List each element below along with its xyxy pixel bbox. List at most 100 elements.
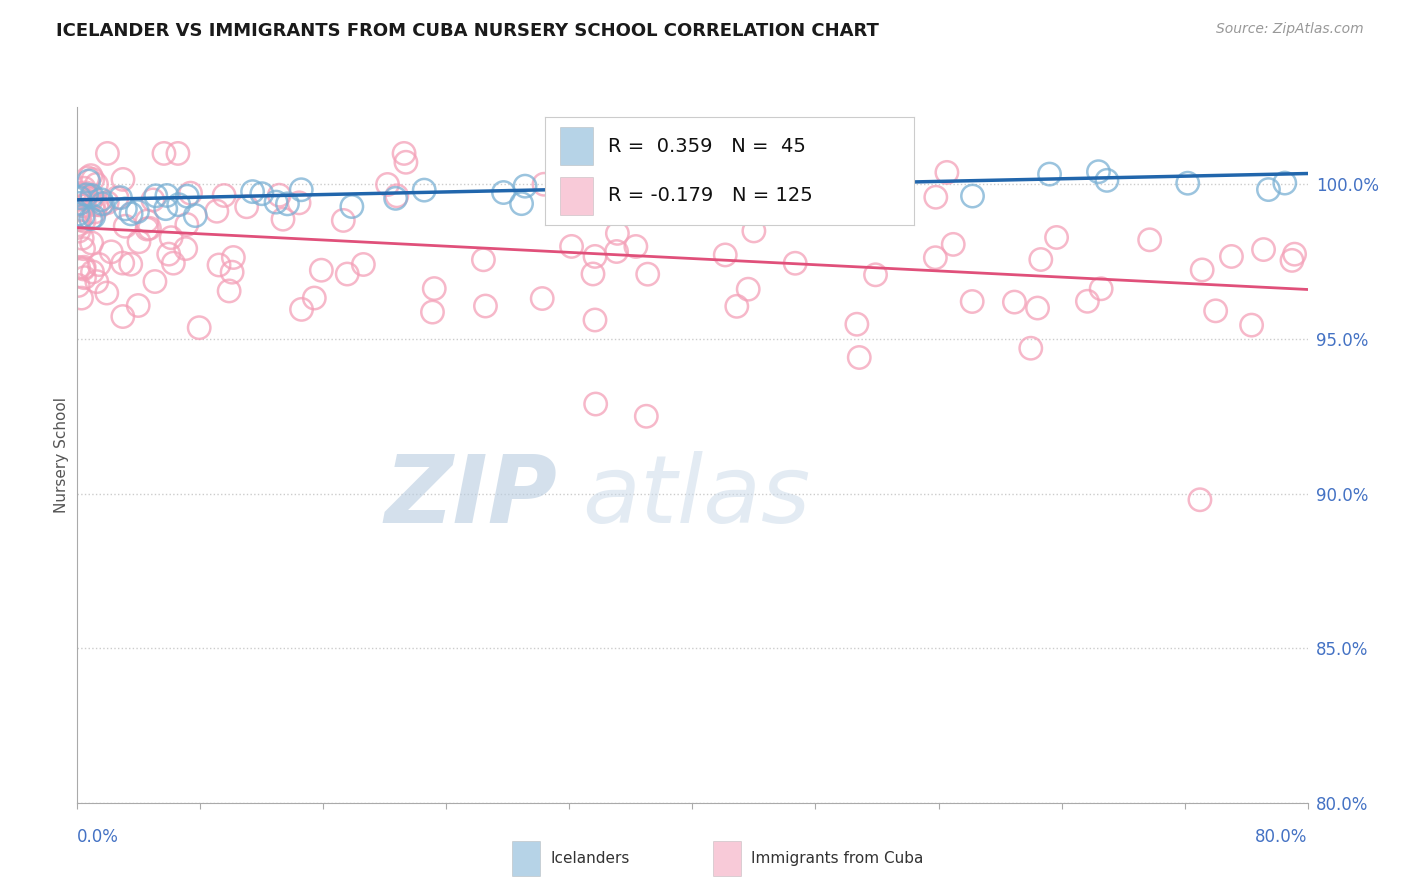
Point <box>1002 295 1025 310</box>
Point <box>157 247 180 261</box>
Point <box>1090 282 1112 296</box>
Point <box>725 299 748 313</box>
Point <box>188 320 211 334</box>
Point <box>160 230 183 244</box>
Point <box>73 260 96 275</box>
Point <box>395 155 418 169</box>
Point <box>153 146 176 161</box>
Bar <box>560 128 593 165</box>
Point <box>127 204 149 219</box>
Point <box>1253 243 1275 257</box>
Point <box>87 258 110 272</box>
Point <box>111 172 134 186</box>
Point <box>561 239 583 253</box>
Point <box>79 211 101 226</box>
Point <box>96 285 118 300</box>
Point <box>162 256 184 270</box>
Point <box>70 231 93 245</box>
Point <box>96 195 118 210</box>
Point <box>637 195 659 210</box>
Point <box>1038 167 1060 181</box>
Point <box>70 291 93 305</box>
Point <box>853 180 876 194</box>
Point <box>1045 230 1067 244</box>
Text: 80.0%: 80.0% <box>1256 828 1308 846</box>
Point <box>111 310 134 324</box>
Point <box>80 188 103 202</box>
Point <box>1177 176 1199 190</box>
Point <box>423 282 446 296</box>
Point <box>1095 173 1118 187</box>
Point <box>83 205 105 219</box>
Point <box>155 202 177 216</box>
Point <box>288 195 311 210</box>
Point <box>332 213 354 227</box>
Point <box>145 189 167 203</box>
Text: Source: ZipAtlas.com: Source: ZipAtlas.com <box>1216 22 1364 37</box>
Point <box>264 195 287 210</box>
Point <box>352 258 374 272</box>
Point <box>1257 183 1279 197</box>
Point <box>290 183 312 197</box>
Point <box>208 258 231 272</box>
Point <box>136 214 159 228</box>
Point <box>127 298 149 312</box>
Point <box>942 237 965 252</box>
Point <box>582 267 605 281</box>
Point <box>865 268 887 282</box>
Point <box>120 207 142 221</box>
Point <box>1220 250 1243 264</box>
Point <box>606 244 628 259</box>
Point <box>69 191 91 205</box>
Point <box>235 200 257 214</box>
Point <box>66 186 89 201</box>
Point <box>510 196 533 211</box>
Point <box>80 191 103 205</box>
Text: R = -0.179   N = 125: R = -0.179 N = 125 <box>607 186 813 205</box>
Point <box>73 214 96 228</box>
Point <box>583 249 606 263</box>
Point <box>66 218 89 232</box>
Point <box>179 186 201 201</box>
Point <box>221 265 243 279</box>
Point <box>392 146 415 161</box>
Point <box>222 251 245 265</box>
Point <box>1139 233 1161 247</box>
Point <box>1029 252 1052 267</box>
Point <box>848 351 870 365</box>
Point <box>176 189 198 203</box>
Point <box>1026 301 1049 315</box>
Text: Icelanders: Icelanders <box>550 851 630 866</box>
Point <box>474 299 496 313</box>
Point <box>114 219 136 234</box>
Point <box>340 200 363 214</box>
Point <box>637 267 659 281</box>
Text: R =  0.359   N =  45: R = 0.359 N = 45 <box>607 136 806 155</box>
Point <box>82 172 104 186</box>
Point <box>413 183 436 197</box>
Point <box>925 190 948 204</box>
Point <box>96 146 118 161</box>
Point <box>205 204 228 219</box>
Point <box>924 251 946 265</box>
Point <box>100 244 122 259</box>
Point <box>72 262 94 277</box>
Point <box>128 235 150 249</box>
Point <box>138 221 160 235</box>
Point <box>891 182 914 196</box>
Point <box>1240 318 1263 332</box>
Point <box>550 169 572 184</box>
Point <box>1087 164 1109 178</box>
Point <box>120 257 142 271</box>
Text: 0.0%: 0.0% <box>77 828 120 846</box>
Point <box>80 235 103 250</box>
Text: ZIP: ZIP <box>384 450 557 542</box>
Point <box>823 177 845 191</box>
Point <box>142 193 165 207</box>
Point <box>176 218 198 232</box>
Point <box>737 282 759 296</box>
Point <box>513 179 536 194</box>
Point <box>422 305 444 319</box>
Point <box>585 397 607 411</box>
Point <box>935 165 957 179</box>
